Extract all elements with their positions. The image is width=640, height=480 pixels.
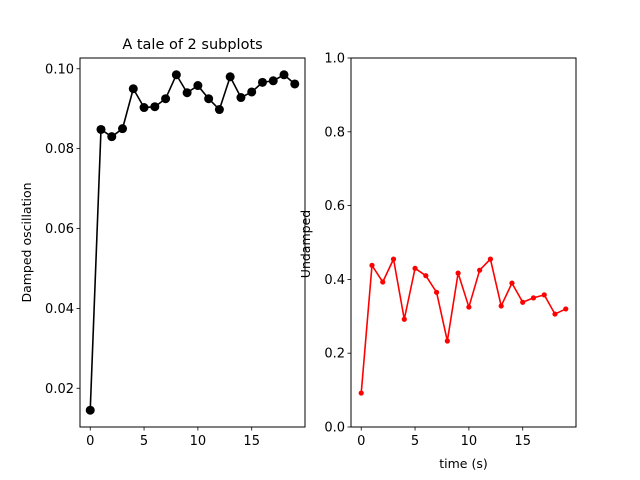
y-tick-label: 0.0 bbox=[324, 421, 345, 436]
data-point-damped bbox=[118, 124, 128, 134]
data-point-undamped bbox=[509, 280, 515, 286]
y-tick-label: 0.02 bbox=[45, 382, 74, 397]
y-tick-label: 1.0 bbox=[324, 52, 345, 67]
y-tick-label: 0.2 bbox=[324, 347, 345, 362]
axes-frame-undamped bbox=[350, 57, 577, 428]
data-point-undamped bbox=[455, 270, 461, 276]
y-axis-label-undamped: Undamped bbox=[298, 210, 313, 278]
x-tick-label: 5 bbox=[411, 434, 419, 449]
x-tick-label: 15 bbox=[514, 434, 531, 449]
data-point-damped bbox=[193, 81, 203, 91]
x-tick-label: 15 bbox=[243, 434, 260, 449]
y-tick-label: 0.8 bbox=[324, 125, 345, 140]
y-tick-label: 0.6 bbox=[324, 199, 345, 214]
axes-frame-damped bbox=[79, 57, 306, 428]
subplot-title: A tale of 2 subplots bbox=[122, 37, 262, 53]
data-point-damped bbox=[139, 103, 149, 113]
x-tick-label: 10 bbox=[190, 434, 207, 449]
y-tick-label: 0.4 bbox=[324, 273, 345, 288]
series-damped bbox=[85, 70, 300, 415]
y-ticks-damped: 0.02 0.04 0.06 0.08 0.10 bbox=[45, 62, 80, 397]
data-point-damped bbox=[182, 88, 192, 98]
data-point-damped bbox=[204, 94, 214, 104]
subplot-damped: A tale of 2 subplots 0.02 0.04 0.06 0.08 0.1… bbox=[19, 37, 306, 449]
data-point-damped bbox=[257, 77, 267, 87]
data-point-undamped bbox=[358, 390, 364, 396]
x-tick-label: 5 bbox=[140, 434, 148, 449]
x-ticks-undamped: 0 5 10 15 bbox=[357, 427, 531, 449]
data-point-undamped bbox=[369, 262, 375, 268]
data-point-damped bbox=[150, 102, 160, 112]
data-point-undamped bbox=[423, 273, 429, 279]
data-point-undamped bbox=[477, 267, 483, 273]
data-point-undamped bbox=[498, 303, 504, 309]
x-tick-label: 0 bbox=[86, 434, 94, 449]
data-point-damped bbox=[128, 84, 138, 94]
data-point-damped bbox=[85, 405, 95, 415]
data-point-undamped bbox=[552, 311, 558, 317]
y-axis-label-damped: Damped oscillation bbox=[19, 182, 34, 302]
data-point-undamped bbox=[412, 265, 418, 271]
data-point-undamped bbox=[520, 299, 526, 305]
data-point-undamped bbox=[401, 316, 407, 322]
x-axis-label-undamped: time (s) bbox=[439, 456, 487, 471]
data-point-damped bbox=[236, 93, 246, 103]
data-point-damped bbox=[214, 105, 224, 115]
data-point-undamped bbox=[390, 256, 397, 262]
data-point-undamped bbox=[541, 292, 547, 298]
data-point-damped bbox=[96, 124, 106, 134]
data-point-damped bbox=[279, 70, 289, 80]
data-point-undamped bbox=[433, 289, 440, 295]
y-tick-label: 0.08 bbox=[45, 142, 74, 157]
series-undamped bbox=[358, 256, 569, 396]
data-point-damped bbox=[225, 72, 235, 82]
subplot-undamped: 0.0 0.2 0.4 0.6 0.8 1.0 0 5 10 15 Undamped time … bbox=[298, 52, 577, 471]
data-point-damped bbox=[161, 94, 171, 104]
x-tick-label: 10 bbox=[461, 434, 478, 449]
data-point-undamped bbox=[466, 304, 472, 310]
data-point-undamped bbox=[487, 256, 494, 262]
x-tick-label: 0 bbox=[357, 434, 365, 449]
data-point-damped bbox=[171, 70, 181, 80]
data-point-undamped bbox=[380, 279, 386, 285]
data-point-damped bbox=[290, 79, 300, 89]
x-ticks-damped: 0 5 10 15 bbox=[86, 427, 260, 449]
data-point-undamped bbox=[530, 295, 537, 301]
y-tick-label: 0.06 bbox=[45, 222, 74, 237]
data-point-damped bbox=[107, 132, 117, 142]
y-ticks-undamped: 0.0 0.2 0.4 0.6 0.8 1.0 bbox=[324, 52, 351, 436]
y-tick-label: 0.04 bbox=[45, 302, 74, 317]
y-tick-label: 0.10 bbox=[45, 62, 74, 77]
data-point-undamped bbox=[444, 338, 450, 344]
data-point-undamped bbox=[563, 306, 569, 312]
data-point-damped bbox=[247, 87, 257, 97]
data-point-damped bbox=[268, 76, 278, 86]
